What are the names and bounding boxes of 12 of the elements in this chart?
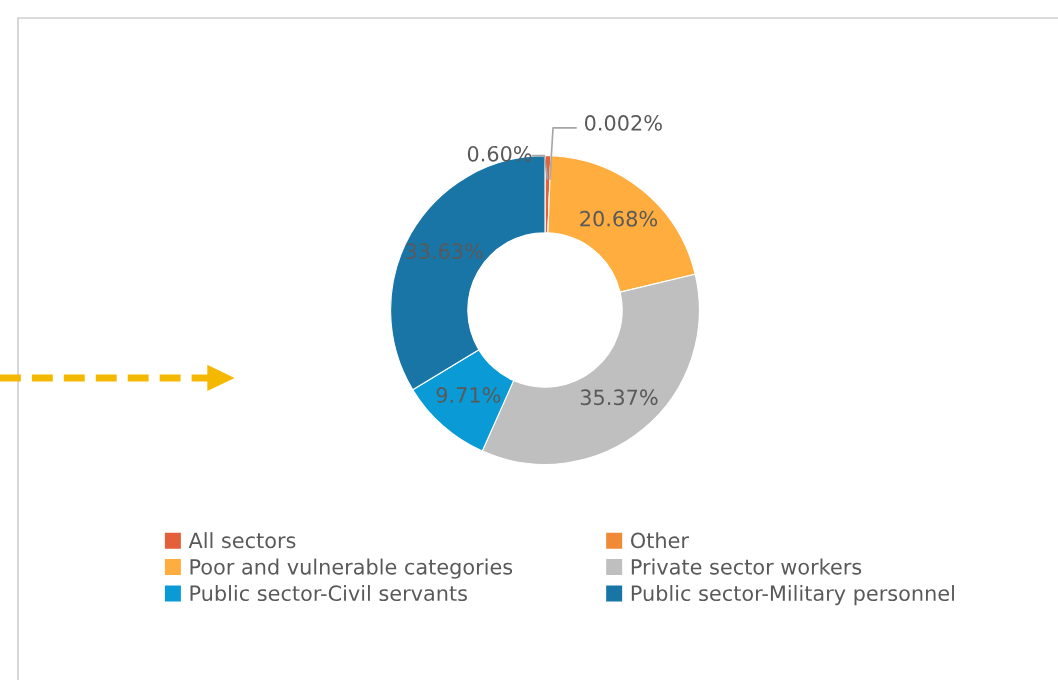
data-label: 33.63% [406, 243, 483, 260]
data-label: 35.37% [580, 389, 658, 406]
legend-label: Public sector-Military personnel [631, 584, 954, 606]
legend-label: Private sector workers [631, 558, 862, 575]
data-label: 9.71% [436, 387, 501, 403]
data-label: 0.60% [467, 145, 532, 162]
legend-label: Public sector-Civil servants [190, 584, 467, 602]
legend-label: All sectors [188, 532, 296, 549]
legend-label: Poor and vulnerable categories [190, 558, 513, 579]
data-label: 20.68% [580, 210, 658, 227]
legend-label: Other [630, 532, 689, 549]
data-label: 0.002% [584, 115, 662, 131]
